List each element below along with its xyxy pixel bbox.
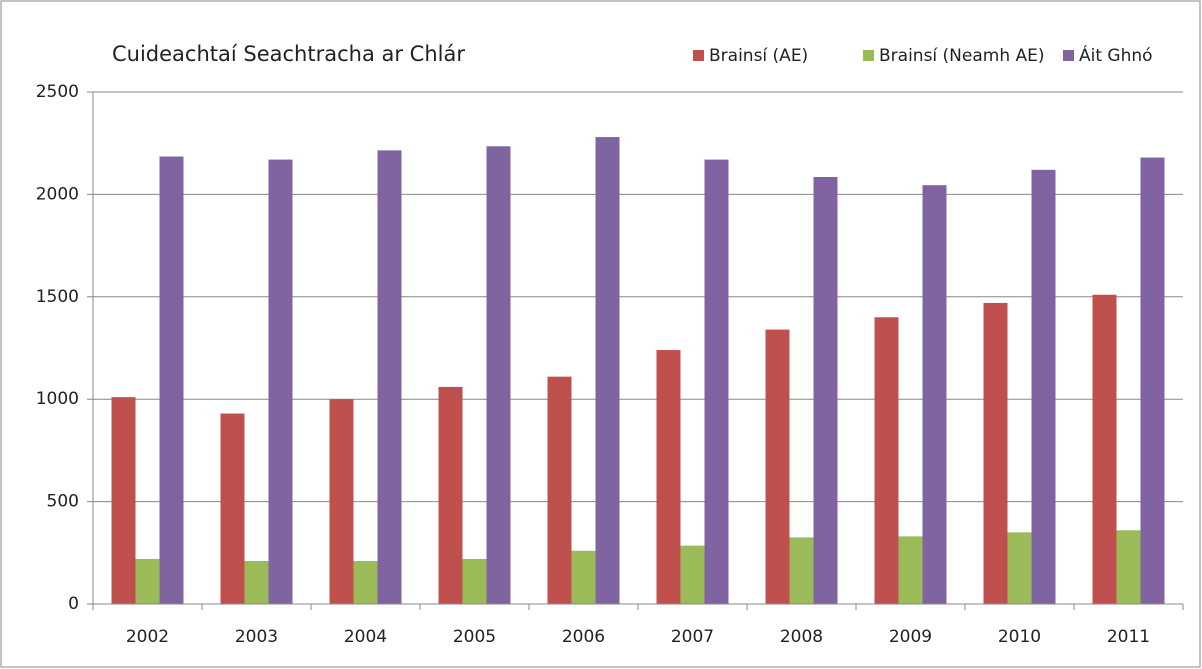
bar [656, 350, 681, 604]
bar [353, 560, 378, 604]
x-tick-label: 2005 [453, 627, 496, 647]
bar [983, 302, 1008, 604]
bar [813, 176, 838, 604]
bar [1092, 294, 1117, 604]
x-tick-label: 2009 [889, 627, 932, 647]
y-tick-label: 2500 [36, 82, 79, 102]
x-tick-label: 2008 [780, 627, 823, 647]
bar [595, 137, 620, 604]
bar [462, 558, 487, 604]
y-tick-label: 1000 [36, 389, 79, 409]
legend-swatch [693, 50, 704, 61]
bar [111, 397, 136, 604]
x-tick-label: 2011 [1107, 627, 1150, 647]
bar [704, 159, 729, 605]
y-tick-label: 500 [47, 492, 79, 512]
x-tick-label: 2003 [235, 627, 278, 647]
bar [765, 329, 790, 604]
y-tick-label: 1500 [36, 287, 79, 307]
chart-title: Cuideachtaí Seachtracha ar Chlár [112, 42, 465, 66]
bar [898, 536, 923, 604]
legend-swatch [863, 50, 874, 61]
bar [922, 185, 947, 604]
x-tick-label: 2006 [562, 627, 605, 647]
legend-label: Áit Ghnó [1079, 44, 1153, 66]
y-tick-label: 2000 [36, 184, 79, 204]
bar [571, 550, 596, 604]
x-tick-label: 2002 [126, 627, 169, 647]
bar [244, 560, 269, 604]
bar [680, 545, 705, 604]
legend-label: Brainsí (Neamh AE) [879, 46, 1045, 66]
bar [1007, 532, 1032, 604]
bar [1116, 530, 1141, 604]
bar [874, 317, 899, 604]
bar [486, 146, 511, 604]
bar [220, 413, 245, 604]
bar [268, 159, 293, 605]
bar [159, 156, 184, 604]
bar [547, 376, 572, 604]
bar [789, 537, 814, 604]
bar [135, 558, 160, 604]
bar [1031, 169, 1056, 604]
bar [377, 150, 402, 605]
x-tick-label: 2004 [344, 627, 387, 647]
x-tick-label: 2007 [671, 627, 714, 647]
legend-label: Brainsí (AE) [709, 46, 808, 66]
bar [438, 386, 463, 604]
x-tick-label: 2010 [998, 627, 1041, 647]
y-tick-label: 0 [68, 594, 79, 614]
bar [329, 399, 354, 604]
bar [1140, 157, 1165, 604]
legend-swatch [1063, 50, 1074, 61]
